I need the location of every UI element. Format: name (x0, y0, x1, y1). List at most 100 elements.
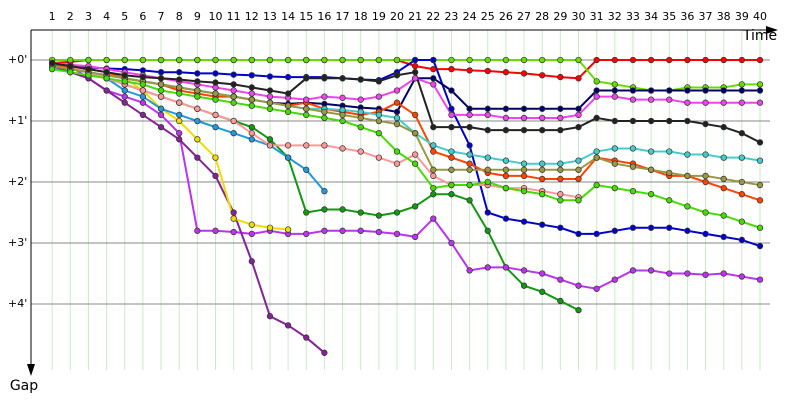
data-point (393, 114, 401, 122)
x-tick-label: 27 (517, 10, 531, 23)
x-tick-label: 33 (626, 10, 640, 23)
data-point (466, 160, 473, 167)
data-point (412, 75, 419, 82)
x-tick-label: 6 (139, 10, 146, 23)
x-tick-label: 36 (680, 10, 694, 23)
data-point (375, 78, 383, 85)
data-point (575, 75, 582, 82)
data-point (448, 148, 455, 155)
data-point (611, 160, 618, 167)
series-line (52, 59, 760, 92)
data-point (157, 123, 165, 131)
data-point (212, 56, 219, 64)
data-point (357, 148, 364, 155)
data-point (466, 111, 473, 119)
data-point (575, 157, 582, 164)
data-point (466, 197, 473, 204)
data-point (230, 215, 237, 222)
data-point (212, 154, 219, 161)
data-point (575, 166, 582, 173)
x-tick-label: 14 (281, 10, 295, 23)
data-point (139, 56, 147, 64)
data-point (629, 145, 637, 152)
data-point (321, 187, 328, 195)
data-point (448, 191, 455, 198)
data-point (520, 105, 528, 112)
data-point (85, 72, 92, 79)
data-point (502, 69, 510, 76)
data-point (284, 73, 292, 81)
data-point (575, 111, 582, 119)
data-point (339, 75, 346, 82)
x-tick-label: 16 (317, 10, 331, 23)
data-point (666, 56, 673, 64)
data-point (121, 99, 128, 106)
data-point (666, 117, 673, 125)
data-point (539, 126, 546, 134)
data-point (121, 93, 128, 100)
data-point (230, 81, 237, 88)
data-point (557, 56, 564, 64)
data-point (611, 184, 618, 192)
data-point (539, 56, 546, 64)
data-point (484, 154, 491, 161)
data-point (176, 136, 183, 143)
data-point (539, 160, 546, 167)
data-point (121, 87, 128, 94)
data-point (266, 224, 274, 231)
data-point (520, 172, 528, 180)
data-point (284, 154, 292, 161)
data-point (520, 56, 528, 64)
data-point (194, 93, 201, 100)
data-point (756, 197, 764, 204)
data-point (684, 99, 691, 106)
x-tick-label: 24 (463, 10, 477, 23)
data-point (430, 65, 437, 73)
data-point (448, 111, 455, 119)
data-point (557, 175, 564, 183)
data-point (702, 87, 709, 94)
data-point (647, 166, 655, 173)
data-point (139, 93, 147, 100)
data-point (284, 56, 292, 64)
data-point (448, 56, 455, 64)
data-point (539, 166, 546, 173)
data-point (502, 184, 510, 192)
y-tick-label: +4' (8, 297, 27, 310)
data-point (575, 306, 582, 314)
y-tick-label: +3' (8, 236, 27, 249)
data-point (756, 56, 764, 64)
data-point (448, 123, 455, 131)
data-point (412, 62, 419, 70)
data-point (248, 221, 255, 228)
data-point (575, 123, 582, 131)
x-tick-label: 37 (699, 10, 713, 23)
data-point (157, 81, 165, 88)
data-point (647, 148, 655, 155)
data-point (738, 154, 745, 161)
x-tick-label: 39 (735, 10, 749, 23)
data-point (248, 84, 255, 91)
data-point (194, 136, 201, 143)
data-point (357, 108, 364, 115)
data-point (284, 108, 292, 115)
data-point (702, 99, 709, 106)
data-point (157, 93, 165, 100)
data-point (230, 93, 237, 100)
data-point (539, 191, 546, 198)
data-point (230, 209, 237, 216)
data-point (412, 203, 419, 210)
data-point (339, 56, 346, 64)
data-point (393, 72, 401, 79)
data-point (593, 114, 600, 122)
data-point (194, 227, 201, 234)
data-point (67, 69, 74, 76)
data-point (230, 71, 237, 78)
data-point (448, 181, 455, 189)
data-point (303, 75, 310, 82)
data-point (375, 93, 383, 100)
data-point (139, 81, 147, 88)
data-point (430, 56, 437, 64)
data-point (194, 87, 201, 94)
data-point (303, 166, 310, 173)
